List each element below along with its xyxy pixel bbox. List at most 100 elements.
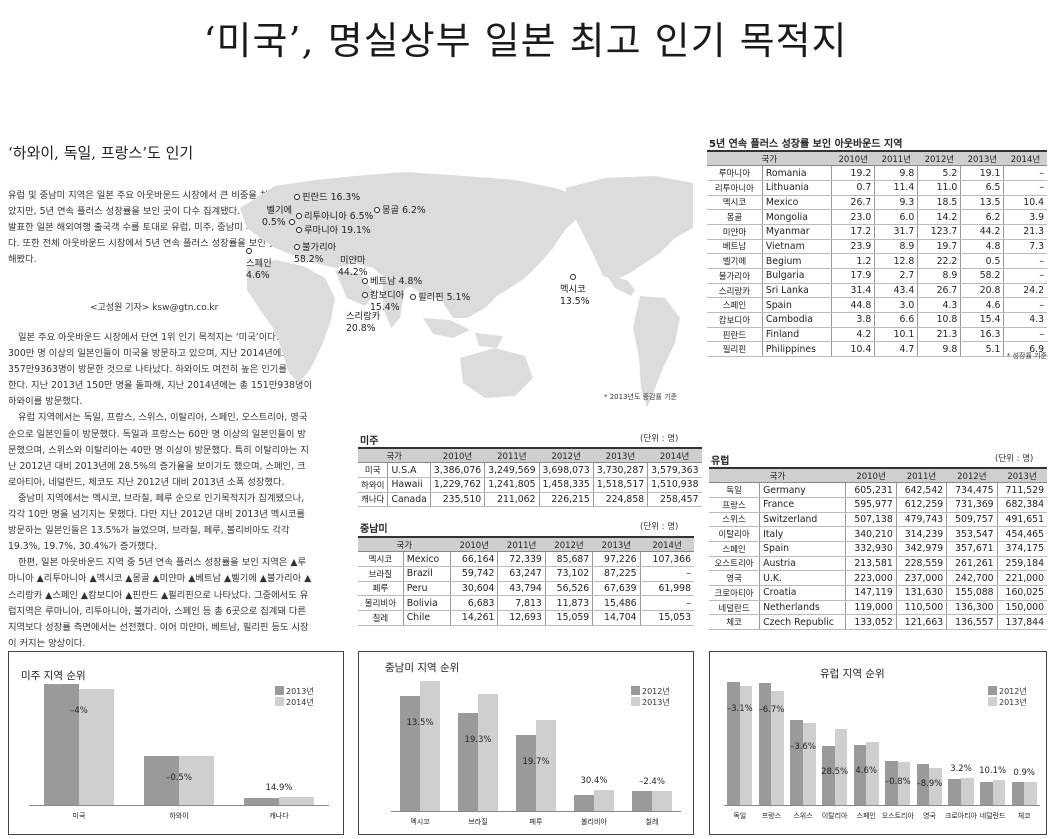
value-cell: 211,062 <box>484 492 540 508</box>
table-header-row: 국가 2010년 2011년 2012년 2013년 2014년 <box>358 537 694 553</box>
headline: ‘미국’, 명실상부 일본 최고 인기 목적지 <box>203 19 848 63</box>
latam-table-unit: (단위 : 명) <box>640 522 679 532</box>
table-row: 크로아티아 Croatia 147,119 131,630 155,088 160,025 <box>709 585 1047 601</box>
value-cell: 16.3 <box>960 327 1004 343</box>
value-cell: 15,053 <box>639 610 694 626</box>
value-cell: 2.7 <box>874 268 918 284</box>
bar <box>179 756 214 805</box>
value-cell: 221,000 <box>996 570 1047 586</box>
map-label-finland: 핀란드 16.3% <box>294 192 360 204</box>
country-name-en: Czech Republic <box>759 614 846 631</box>
map-label-mongolia: 몽골 6.2% <box>374 205 426 217</box>
country-name-en: Chile <box>402 610 451 626</box>
value-cell: 340,210 <box>845 526 897 542</box>
value-cell: 235,510 <box>429 492 485 508</box>
table-row: 볼리비아 Bolivia 6,683 7,813 11,873 15,486– <box>358 595 694 611</box>
value-cell: 160,025 <box>996 585 1047 601</box>
latam-table-title: 중남미 <box>360 524 388 535</box>
country-name-ko: 불가리아 <box>707 268 763 284</box>
x-tick-label: 크로아티아 <box>944 812 978 820</box>
country-name-ko: 멕시코 <box>358 551 404 567</box>
country-name-en: Romania <box>761 165 832 181</box>
lead-paragraph: 유럽 및 중남미 지역은 일본 주요 아웃바운드 시장에서 큰 비중을 차지하는… <box>8 190 306 265</box>
value-cell: 226,215 <box>538 492 594 508</box>
table-row: 멕시코 Mexico 26.7 9.3 18.5 13.5 10.4 <box>707 195 1047 211</box>
bar <box>1024 781 1037 805</box>
bar <box>929 768 943 805</box>
value-cell: – <box>1003 180 1047 196</box>
value-cell: 12.8 <box>874 253 918 269</box>
country-name-en: Germany <box>759 482 846 498</box>
column-header: 국가 <box>707 151 832 167</box>
value-cell: 85,687 <box>544 551 593 567</box>
bar <box>279 796 314 805</box>
value-cell: 595,977 <box>845 497 897 513</box>
value-cell: 97,226 <box>592 551 641 567</box>
value-cell: 15,486 <box>592 595 641 611</box>
country-name-en: Mexico <box>402 551 451 567</box>
location-marker-icon <box>294 194 300 200</box>
table-row: 스위스 Switzerland 507,138 479,743 509,757 491,6… <box>709 512 1047 528</box>
country-name-en: Spain <box>761 297 832 314</box>
value-cell: 4.8 <box>960 239 1004 255</box>
x-tick-label: 독일 <box>733 812 747 820</box>
bar <box>79 689 114 805</box>
table-row: 오스트리아 Austria 213,581 228,559 261,261 259,184 <box>709 556 1047 572</box>
country-name-ko: 하와이 <box>358 477 388 493</box>
value-cell: – <box>639 595 694 611</box>
value-cell: 3.9 <box>1003 209 1047 225</box>
value-cell: 261,261 <box>946 556 998 572</box>
world-map <box>240 172 693 408</box>
value-cell: 18.5 <box>917 195 961 211</box>
value-cell: 8.9 <box>917 268 961 284</box>
country-name-en: U.S.A <box>387 462 431 478</box>
value-cell: 30,604 <box>450 581 498 597</box>
value-cell: – <box>1003 327 1047 343</box>
table-row: 영국 U.K. 223,000 237,000 242,700 221,000 <box>709 570 1047 586</box>
value-cell: 19.7 <box>917 239 961 255</box>
value-cell: 1,458,335 <box>538 477 594 493</box>
europe-table-title: 유럽 <box>711 456 730 467</box>
x-tick-label: 페루 <box>529 818 543 826</box>
table-row: 불가리아 Bulgaria 17.9 2.7 8.9 58.2– <box>707 268 1047 284</box>
table-row: 베트남 Vietnam 23.9 8.9 19.7 4.8 7.3 <box>707 239 1047 255</box>
value-cell: 3.0 <box>874 297 918 314</box>
country-name-ko: 미국 <box>358 462 388 478</box>
bar <box>652 791 673 811</box>
value-cell: 31.7 <box>874 224 918 240</box>
country-name-ko: 스페인 <box>709 541 760 557</box>
article-body: 일본 주요 아웃바운드 시장에서 단연 1위 인기 목적지는 ‘미국’이다. 매… <box>8 330 313 652</box>
country-name-en: Bolivia <box>402 595 451 611</box>
table-row: 벨기에 Begium 1.2 12.8 22.2 0.5– <box>707 253 1047 269</box>
value-cell: – <box>639 566 694 582</box>
data-label: 30.4% <box>580 776 608 787</box>
americas-table-unit: (단위 : 명) <box>640 434 679 444</box>
table-row: 하와이 Hawaii 1,229,762 1,241,805 1,458,335 1,51… <box>358 477 702 493</box>
value-cell: 63,247 <box>497 566 546 582</box>
value-cell: 56,526 <box>544 581 593 597</box>
value-cell: 6.5 <box>960 180 1004 196</box>
value-cell: 136,557 <box>946 614 998 631</box>
location-marker-icon <box>294 244 300 250</box>
bar <box>399 696 420 811</box>
country-name-ko: 영국 <box>709 570 760 586</box>
value-cell: – <box>1003 165 1047 181</box>
map-label-romania: 루마니아 19.1% <box>296 225 371 237</box>
chart-title: 중남미 지역 순위 <box>385 662 460 674</box>
data-label: 28.5% <box>821 766 849 777</box>
location-marker-icon <box>410 294 416 300</box>
table-row: 캐나다 Canada 235,510 211,062 226,215 224,858 258… <box>358 492 702 508</box>
value-cell: 19.1 <box>960 165 1004 181</box>
country-name-ko: 브라질 <box>358 566 404 582</box>
value-cell: 3,386,076 <box>429 462 485 478</box>
country-name-en: Philippines <box>761 341 832 358</box>
value-cell: 23.9 <box>831 239 875 255</box>
country-name-ko: 칠레 <box>358 610 404 626</box>
value-cell: 10.4 <box>1003 195 1047 211</box>
legend-item: 2012년 <box>631 686 670 697</box>
latam-ranking-chart: 중남미 지역 순위 2012년 2013년 멕시코 13.5% 브라질 19.3% 페루… <box>358 651 694 835</box>
data-label: –0.5% <box>166 773 192 784</box>
country-name-ko: 볼리비아 <box>358 595 404 611</box>
value-cell: 6,683 <box>450 595 498 611</box>
country-name-en: Bulgaria <box>761 268 832 284</box>
